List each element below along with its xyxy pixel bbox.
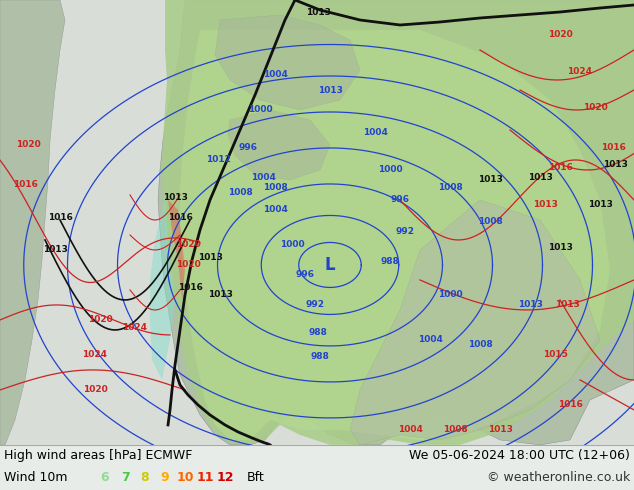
Text: 1004: 1004 (262, 71, 287, 79)
Text: 1015: 1015 (543, 350, 567, 360)
Text: 992: 992 (306, 300, 325, 310)
Text: Bft: Bft (247, 471, 265, 484)
Polygon shape (158, 0, 634, 445)
Polygon shape (228, 110, 330, 180)
Text: 988: 988 (311, 352, 330, 362)
Text: 1012: 1012 (205, 155, 230, 165)
Text: 996: 996 (391, 196, 410, 204)
Text: 12: 12 (216, 471, 234, 484)
Text: 1004: 1004 (250, 173, 275, 182)
Text: 1008: 1008 (443, 425, 467, 435)
Text: We 05-06-2024 18:00 UTC (12+06): We 05-06-2024 18:00 UTC (12+06) (409, 449, 630, 462)
Text: 1004: 1004 (363, 128, 387, 138)
Text: 1008: 1008 (437, 183, 462, 193)
Text: 1020: 1020 (583, 103, 607, 113)
Text: 1000: 1000 (280, 241, 304, 249)
Text: 6: 6 (101, 471, 109, 484)
Text: 1013: 1013 (527, 173, 552, 182)
Text: 1004: 1004 (418, 336, 443, 344)
Text: 992: 992 (396, 227, 415, 237)
Text: 1013: 1013 (488, 425, 512, 435)
Text: 1020: 1020 (176, 261, 200, 270)
Text: 996: 996 (238, 144, 257, 152)
Polygon shape (0, 0, 65, 445)
Text: 1016: 1016 (600, 144, 625, 152)
Text: 1020: 1020 (82, 386, 107, 394)
Text: 1013: 1013 (548, 244, 573, 252)
Text: 1004: 1004 (398, 425, 422, 435)
Text: 1013: 1013 (533, 200, 557, 209)
Text: 1024: 1024 (567, 68, 593, 76)
Text: 7: 7 (120, 471, 129, 484)
Text: 1020: 1020 (16, 141, 41, 149)
Text: 1016: 1016 (48, 214, 72, 222)
Text: 8: 8 (141, 471, 150, 484)
Text: 1016: 1016 (548, 164, 573, 172)
Text: 1013: 1013 (477, 175, 502, 184)
Text: 1008: 1008 (468, 341, 493, 349)
Text: High wind areas [hPa] ECMWF: High wind areas [hPa] ECMWF (4, 449, 192, 462)
Polygon shape (162, 0, 634, 445)
Text: Wind 10m: Wind 10m (4, 471, 67, 484)
Text: 1013: 1013 (162, 194, 188, 202)
Text: 1016: 1016 (167, 214, 193, 222)
Polygon shape (168, 200, 185, 300)
Text: 1013: 1013 (42, 245, 67, 254)
Text: 1020: 1020 (87, 316, 112, 324)
Text: 11: 11 (197, 471, 214, 484)
Text: © weatheronline.co.uk: © weatheronline.co.uk (487, 471, 630, 484)
Text: 1004: 1004 (262, 205, 287, 215)
Text: 1008: 1008 (477, 218, 502, 226)
Text: 1013: 1013 (517, 300, 543, 310)
Text: 1024: 1024 (122, 323, 148, 332)
Polygon shape (350, 200, 600, 445)
Text: 1000: 1000 (378, 166, 403, 174)
Polygon shape (150, 200, 175, 380)
Text: 1016: 1016 (178, 283, 202, 293)
Text: 10: 10 (176, 471, 194, 484)
Text: 996: 996 (295, 270, 314, 279)
Text: 1000: 1000 (437, 291, 462, 299)
Text: 1013: 1013 (318, 86, 342, 96)
Text: 1024: 1024 (82, 350, 108, 360)
Text: 1013: 1013 (555, 300, 579, 310)
Text: 988: 988 (309, 328, 327, 338)
Text: 1008: 1008 (262, 183, 287, 193)
Text: 1013: 1013 (588, 200, 612, 209)
Polygon shape (215, 15, 360, 110)
Text: 1020: 1020 (548, 30, 573, 40)
Text: 1013: 1013 (198, 253, 223, 263)
Text: 1016: 1016 (557, 400, 583, 410)
Text: 988: 988 (380, 257, 399, 267)
Text: 9: 9 (160, 471, 169, 484)
Text: 1013: 1013 (306, 8, 330, 18)
Text: 1008: 1008 (228, 189, 252, 197)
Polygon shape (180, 30, 610, 440)
Text: 1020: 1020 (176, 241, 200, 249)
Text: L: L (325, 256, 335, 274)
Text: 1013: 1013 (207, 291, 233, 299)
Text: 1000: 1000 (248, 105, 273, 115)
Text: 1013: 1013 (602, 160, 628, 170)
Text: 1016: 1016 (13, 180, 37, 190)
